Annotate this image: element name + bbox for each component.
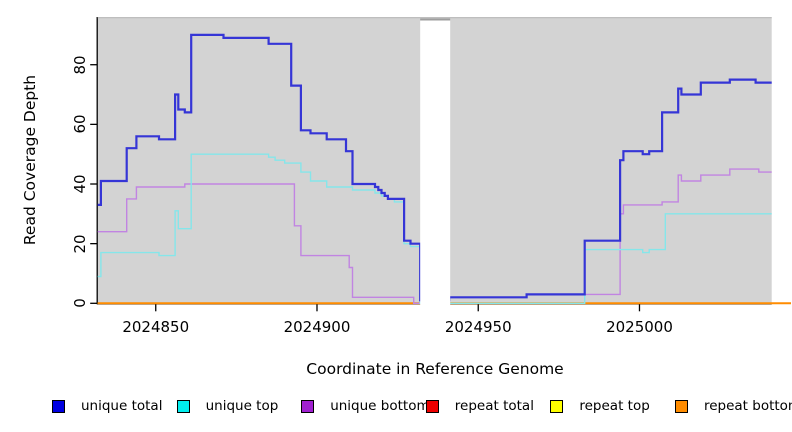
legend-swatch-icon [674, 399, 688, 413]
x-tick-label: 2024950 [444, 318, 512, 336]
legend-label: repeat top [579, 398, 650, 414]
legend: unique total unique top unique bottom repea… [52, 396, 792, 416]
legend-label: unique bottom [330, 398, 430, 414]
legend-item-repeat-top: repeat top [550, 396, 675, 416]
legend-swatch-icon [176, 399, 190, 413]
legend-swatch-icon [550, 399, 564, 413]
legend-item-unique-top: unique top [176, 396, 302, 416]
legend-swatch-icon [425, 399, 439, 413]
y-tick-label: 80 [71, 55, 89, 75]
x-axis-title: Coordinate in Reference Genome [306, 360, 564, 378]
legend-item-repeat-bottom: repeat bottom [674, 396, 792, 416]
legend-item-repeat-total: repeat total [425, 396, 551, 416]
series-line-unique-total [97, 33, 772, 302]
legend-swatch-icon [301, 399, 315, 413]
y-axis-title: Read Coverage Depth [21, 74, 39, 246]
legend-label: unique total [81, 398, 163, 414]
legend-swatch-icon [52, 399, 65, 413]
legend-label: repeat total [454, 398, 534, 414]
legend-label: unique top [205, 398, 279, 414]
y-tick-label: 20 [71, 234, 89, 254]
legend-item-unique-total: unique total [52, 396, 177, 416]
y-tick-label: 60 [71, 114, 89, 134]
legend-label: repeat bottom [703, 398, 792, 414]
x-tick-label: 2024850 [122, 318, 190, 336]
y-tick-label: 0 [71, 298, 89, 309]
y-tick-label: 40 [71, 174, 89, 194]
gap-band [420, 20, 451, 310]
x-tick-label: 2025000 [606, 318, 673, 336]
legend-item-unique-bottom: unique bottom [301, 396, 430, 416]
x-tick-label: 2024900 [283, 318, 351, 336]
